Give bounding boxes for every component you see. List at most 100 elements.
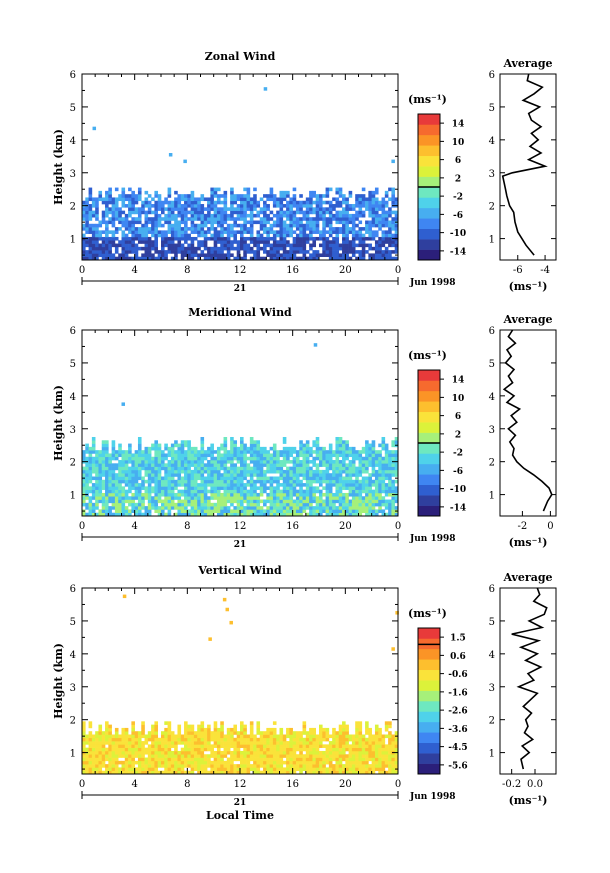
heatmap-cell bbox=[286, 210, 290, 215]
heatmap-cell bbox=[338, 512, 343, 517]
heatmap-cell bbox=[309, 476, 313, 481]
heatmap-cell bbox=[243, 747, 247, 752]
heatmap-cell bbox=[256, 243, 261, 248]
heatmap-cell bbox=[193, 227, 198, 231]
heatmap-cell bbox=[378, 502, 382, 507]
heatmap-cell bbox=[147, 253, 152, 258]
heatmap-cell bbox=[190, 764, 195, 768]
heatmap-cell bbox=[128, 509, 132, 514]
heatmap-cell bbox=[322, 506, 326, 510]
heatmap-cell bbox=[279, 253, 284, 258]
heatmap-cell bbox=[167, 727, 172, 732]
heatmap-cell bbox=[203, 731, 208, 735]
heatmap-cell bbox=[193, 217, 198, 221]
heatmap-cell bbox=[365, 737, 369, 742]
heatmap-cell bbox=[325, 760, 330, 765]
heatmap-cell bbox=[144, 446, 149, 451]
heatmap-cell bbox=[180, 754, 185, 758]
heatmap-cell bbox=[223, 489, 228, 494]
heatmap-cell bbox=[210, 473, 214, 477]
heatmap-cell bbox=[210, 456, 214, 461]
heatmap-cell bbox=[305, 207, 310, 211]
heatmap-cell bbox=[85, 476, 89, 481]
heatmap-cell bbox=[174, 213, 178, 218]
heatmap-cell bbox=[391, 479, 396, 484]
heatmap-cell bbox=[302, 450, 307, 454]
heatmap-cell bbox=[243, 509, 247, 514]
heatmap-cell bbox=[286, 767, 290, 772]
heatmap-cell bbox=[174, 190, 178, 195]
heatmap-cell bbox=[259, 240, 264, 244]
heatmap-cell bbox=[259, 731, 264, 735]
heatmap-cell bbox=[371, 496, 376, 500]
heatmap-cell bbox=[345, 754, 349, 758]
heatmap-cell bbox=[378, 213, 382, 218]
heatmap-cell bbox=[256, 760, 261, 765]
heatmap-cell bbox=[286, 230, 290, 234]
heatmap-cell bbox=[374, 744, 379, 748]
heatmap-cell bbox=[361, 213, 366, 218]
heatmap-cell bbox=[230, 469, 234, 474]
heatmap-cell bbox=[328, 479, 333, 484]
heatmap-cell bbox=[147, 240, 152, 244]
heatmap-cell bbox=[295, 256, 300, 261]
heatmap-cell bbox=[272, 469, 277, 474]
heatmap-cell bbox=[151, 760, 155, 765]
heatmap-cell bbox=[131, 236, 135, 241]
heatmap-cell bbox=[388, 466, 392, 471]
heatmap-cell bbox=[348, 499, 353, 504]
heatmap-cell bbox=[124, 731, 129, 735]
heatmap-cell bbox=[374, 489, 379, 494]
heatmap-cell bbox=[124, 499, 129, 504]
heatmap-cell bbox=[144, 227, 149, 231]
heatmap-cell bbox=[216, 496, 221, 500]
heatmap-cell bbox=[381, 233, 386, 238]
heatmap-cell bbox=[207, 724, 211, 729]
heatmap-cell bbox=[295, 754, 300, 758]
heatmap-cell bbox=[226, 741, 231, 745]
heatmap-cell bbox=[266, 727, 270, 732]
heatmap-cell bbox=[164, 502, 168, 507]
heatmap-cell bbox=[345, 236, 349, 241]
heatmap-cell bbox=[121, 747, 126, 752]
heatmap-cell bbox=[236, 446, 241, 451]
heatmap-cell bbox=[315, 194, 320, 198]
heatmap-cell bbox=[272, 767, 277, 772]
heatmap-cell bbox=[371, 499, 376, 504]
heatmap-cell bbox=[299, 236, 303, 241]
heatmap-cell bbox=[124, 243, 129, 248]
heatmap-cell bbox=[368, 509, 372, 514]
heatmap-cell bbox=[282, 744, 287, 748]
heatmap-cell bbox=[328, 767, 333, 772]
heatmap-cell bbox=[276, 483, 280, 487]
heatmap-cell bbox=[319, 200, 323, 205]
heatmap-cell bbox=[365, 509, 369, 514]
heatmap-cell bbox=[355, 217, 359, 221]
heatmap-cell bbox=[164, 747, 168, 752]
heatmap-cell bbox=[378, 483, 382, 487]
heatmap-cell bbox=[272, 240, 277, 244]
heatmap-cell bbox=[282, 476, 287, 481]
heatmap-cell bbox=[105, 767, 109, 772]
heatmap-cell bbox=[249, 506, 254, 510]
heatmap-cell bbox=[322, 737, 326, 742]
heatmap-cell bbox=[137, 194, 142, 198]
heatmap-cell bbox=[180, 760, 185, 765]
heatmap-cell bbox=[381, 204, 386, 208]
heatmap-cell bbox=[332, 463, 336, 467]
heatmap-cell bbox=[200, 767, 205, 772]
heatmap-cell bbox=[210, 502, 214, 507]
heatmap-cell bbox=[253, 469, 257, 474]
heatmap-cell bbox=[342, 727, 346, 732]
heatmap-cell bbox=[322, 476, 326, 481]
heatmap-cell bbox=[332, 230, 336, 234]
heatmap-cell bbox=[124, 197, 129, 202]
heatmap-cell bbox=[272, 750, 277, 755]
heatmap-cell bbox=[249, 256, 254, 261]
heatmap-cell bbox=[190, 727, 195, 732]
heatmap-cell bbox=[118, 213, 122, 218]
heatmap-cell bbox=[161, 492, 165, 497]
heatmap-cell bbox=[216, 256, 221, 261]
heatmap-cell bbox=[190, 760, 195, 765]
heatmap-cell bbox=[154, 217, 159, 221]
